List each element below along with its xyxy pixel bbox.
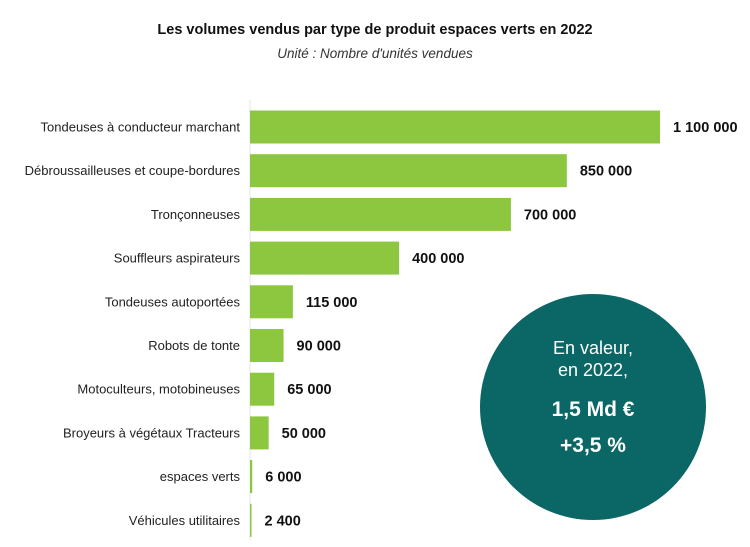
category-label: Broyeurs à végétaux Tracteurs bbox=[63, 425, 241, 440]
data-label: 90 000 bbox=[297, 339, 341, 355]
data-label: 50 000 bbox=[282, 426, 326, 442]
data-label: 115 000 bbox=[306, 295, 358, 311]
category-label: espaces verts bbox=[160, 469, 241, 484]
category-label: Tondeuses autoportées bbox=[105, 294, 241, 309]
bar bbox=[250, 241, 400, 275]
category-label: Robots de tonte bbox=[148, 338, 240, 353]
bar bbox=[250, 285, 293, 319]
chart-subtitle: Unité : Nombre d'unités vendues bbox=[277, 46, 473, 61]
callout-value: 1,5 Md € bbox=[551, 398, 635, 421]
bar bbox=[250, 372, 275, 406]
category-label: Débroussailleuses et coupe-bordures bbox=[25, 163, 241, 178]
bar bbox=[250, 154, 567, 188]
data-label: 65 000 bbox=[287, 382, 331, 398]
category-label: Souffleurs aspirateurs bbox=[114, 251, 241, 266]
chart-title: Les volumes vendus par type de produit e… bbox=[157, 22, 593, 38]
bar bbox=[250, 197, 511, 231]
value-callout-circle: En valeur, en 2022, 1,5 Md € +3,5 % bbox=[480, 294, 706, 520]
bar bbox=[250, 460, 253, 494]
bar bbox=[250, 503, 252, 537]
data-label: 700 000 bbox=[524, 207, 576, 223]
data-label: 6 000 bbox=[265, 470, 301, 486]
callout-line-2: en 2022, bbox=[557, 360, 629, 380]
data-label: 2 400 bbox=[265, 513, 301, 529]
category-label: Motoculteurs, motobineuses bbox=[77, 382, 240, 397]
data-label: 1 100 000 bbox=[673, 120, 738, 136]
callout-change: +3,5 % bbox=[560, 434, 626, 457]
category-label: Tondeuses à conducteur marchant bbox=[41, 120, 241, 135]
data-label: 850 000 bbox=[580, 164, 632, 180]
bar bbox=[250, 329, 284, 362]
category-label: Véhicules utilitaires bbox=[129, 513, 241, 528]
data-label: 400 000 bbox=[412, 251, 464, 267]
bar bbox=[250, 416, 269, 450]
callout-line-1: En valeur, bbox=[552, 338, 634, 358]
bar bbox=[250, 110, 660, 144]
category-label: Tronçonneuses bbox=[151, 207, 241, 222]
